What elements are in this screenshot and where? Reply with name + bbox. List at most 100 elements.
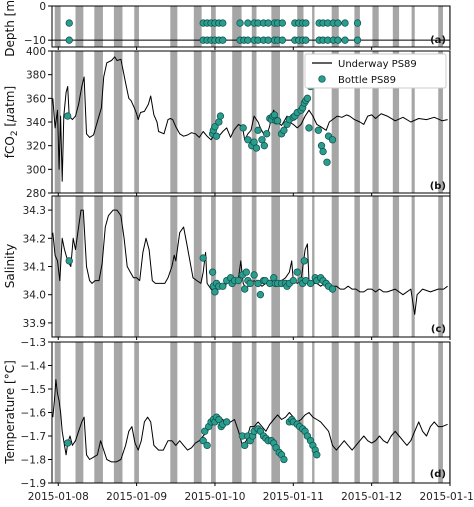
y-tick-label: 34.3 xyxy=(23,205,46,217)
y-tick-label: 340 xyxy=(26,117,46,129)
y-tick-label: 34.0 xyxy=(23,290,46,302)
night-band xyxy=(211,196,216,337)
bottle-point xyxy=(254,126,262,134)
bottle-point xyxy=(280,455,288,464)
night-band xyxy=(170,6,178,47)
night-band xyxy=(54,6,61,47)
night-band xyxy=(211,6,216,47)
legend-bottle-swatch xyxy=(318,75,326,83)
bottle-point xyxy=(219,19,227,27)
bottle-point xyxy=(270,111,279,119)
bottle-point xyxy=(300,257,308,265)
night-band xyxy=(94,196,103,337)
bottle-point xyxy=(250,271,258,279)
night-band xyxy=(331,196,339,337)
panel-d-label: (d) xyxy=(430,469,446,480)
night-band xyxy=(251,51,257,193)
panel-d-data xyxy=(52,379,448,464)
night-band xyxy=(331,342,339,483)
bottle-point xyxy=(341,19,349,27)
bottle-point xyxy=(216,112,225,120)
bottle-point xyxy=(211,123,219,131)
night-band xyxy=(331,6,339,47)
night-band xyxy=(354,342,360,483)
night-band xyxy=(312,51,315,193)
underway-line xyxy=(52,379,448,463)
night-band xyxy=(438,51,443,193)
bottle-point xyxy=(242,268,250,276)
panel-d: −1.3 −1.4 −1.5 −1.6 −1.7 −1.8 −1.9 Temperature… xyxy=(3,337,451,490)
panel-c-frame xyxy=(51,195,451,338)
bottle-point xyxy=(64,112,72,120)
panel-d-y-label: Temperature [°C] xyxy=(3,360,17,465)
legend-underway-label: Underway PS89 xyxy=(338,59,417,70)
x-tick-label: 2015-01-12 xyxy=(341,491,402,503)
bottle-point xyxy=(244,36,252,44)
panel-a-data xyxy=(52,19,450,44)
panel-c: 33.9 34.0 34.1 34.2 34.3 Salinity (c) xyxy=(3,195,451,338)
night-band xyxy=(94,342,103,483)
bottle-point xyxy=(201,427,209,435)
night-band xyxy=(113,342,123,483)
night-band xyxy=(251,196,257,337)
bottle-point xyxy=(65,257,73,265)
night-band xyxy=(312,342,315,483)
y-tick-label: 320 xyxy=(26,141,46,153)
bottle-point xyxy=(328,136,337,144)
night-band xyxy=(232,6,242,47)
panel-c-y-ticks: 33.9 34.0 34.1 34.2 34.3 xyxy=(23,205,52,330)
panel-a-y-ticks: 0 −10 xyxy=(24,1,52,47)
bottle-point xyxy=(241,285,249,293)
bottle-point xyxy=(278,36,286,44)
night-band xyxy=(392,342,400,483)
bottle-point xyxy=(208,268,217,276)
bottle-point xyxy=(246,279,254,288)
bottle-point xyxy=(263,130,271,138)
night-band xyxy=(134,6,139,47)
y-tick-label: 400 xyxy=(26,46,46,58)
night-band xyxy=(113,6,123,47)
bottle-point xyxy=(234,276,243,285)
night-band xyxy=(411,6,415,47)
underway-line xyxy=(52,209,448,315)
x-tick-label: 2015-01-09 xyxy=(106,491,167,503)
night-band xyxy=(392,196,400,337)
panel-d-y-ticks: −1.3 −1.4 −1.5 −1.6 −1.7 −1.8 −1.9 xyxy=(21,337,52,490)
bottle-point xyxy=(244,19,252,27)
night-band xyxy=(312,196,315,337)
bottle-point xyxy=(317,142,326,150)
night-band xyxy=(372,51,379,193)
night-band xyxy=(170,196,178,337)
bottle-point xyxy=(199,437,207,445)
bottle-point xyxy=(236,19,244,27)
panel-b-y-ticks: 280 300 320 340 360 380 400 xyxy=(26,46,52,200)
bottle-point xyxy=(244,136,252,144)
panel-c-label: (c) xyxy=(431,324,446,335)
bottle-point xyxy=(353,19,362,27)
night-band xyxy=(438,6,443,47)
bottle-point xyxy=(199,254,207,262)
night-band xyxy=(251,342,257,483)
night-band xyxy=(411,51,415,193)
y-tick-label: 34.2 xyxy=(23,233,46,245)
night-band xyxy=(438,196,443,337)
night-band xyxy=(312,6,315,47)
bottle-point xyxy=(328,285,337,293)
bottle-point xyxy=(211,288,219,296)
night-band xyxy=(372,342,379,483)
y-tick-label: −1.5 xyxy=(21,384,47,396)
bottle-point xyxy=(289,276,297,285)
night-band xyxy=(211,51,216,193)
night-band xyxy=(331,51,339,193)
night-band xyxy=(211,342,216,483)
night-shading-c xyxy=(54,196,451,337)
night-band xyxy=(392,51,400,193)
bottle-point xyxy=(278,19,286,27)
night-band xyxy=(354,196,360,337)
night-band xyxy=(134,51,139,193)
bottle-point xyxy=(203,441,211,450)
legend: Underway PS89 Bottle PS89 xyxy=(304,53,447,89)
bottle-point xyxy=(223,418,231,426)
y-tick-label: −10 xyxy=(24,35,46,47)
